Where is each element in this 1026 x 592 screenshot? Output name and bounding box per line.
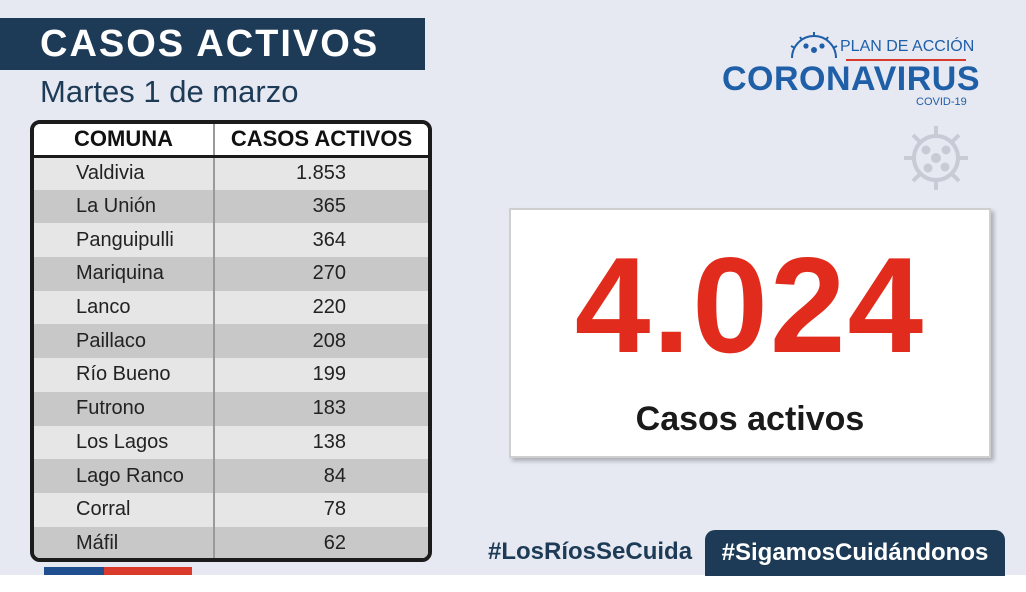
table-row: Los Lagos 138 bbox=[34, 425, 428, 460]
table-row: Río Bueno 199 bbox=[34, 358, 428, 392]
casos-cell: 270 bbox=[214, 257, 428, 291]
table-row: Lago Ranco 84 bbox=[34, 459, 428, 493]
hashtag-losrios: #LosRíosSeCuida bbox=[488, 538, 693, 565]
page-title: CASOS ACTIVOS bbox=[0, 18, 425, 70]
column-header-comuna: COMUNA bbox=[34, 124, 215, 158]
comuna-cell: Mariquina bbox=[34, 257, 215, 291]
column-header-casos: CASOS ACTIVOS bbox=[214, 124, 428, 158]
virus-watermark-icon bbox=[904, 126, 968, 190]
logo-underline bbox=[846, 59, 966, 61]
logo-subtitle: COVID-19 bbox=[916, 96, 967, 108]
flag-strip-red bbox=[104, 567, 192, 575]
footer-band bbox=[0, 575, 1026, 592]
casos-cell: 364 bbox=[214, 223, 428, 258]
table-row: Panguipulli 364 bbox=[34, 223, 428, 258]
casos-cell: 199 bbox=[214, 358, 428, 392]
total-label: Casos activos bbox=[635, 400, 865, 438]
comuna-cell: Corral bbox=[34, 492, 215, 527]
comuna-cell: Lanco bbox=[34, 290, 215, 325]
table-row: Máfil 62 bbox=[34, 526, 428, 558]
casos-cell: 365 bbox=[214, 189, 428, 224]
comuna-cell: Valdivia bbox=[34, 156, 215, 190]
casos-cell: 78 bbox=[214, 492, 428, 527]
casos-cell: 220 bbox=[214, 290, 428, 325]
total-card: 4.024 Casos activos bbox=[509, 208, 991, 458]
table-row: La Unión 365 bbox=[34, 189, 428, 224]
flag-strip-blue bbox=[44, 567, 104, 575]
comuna-cell: Futrono bbox=[34, 391, 215, 426]
comuna-cell: Paillaco bbox=[34, 324, 215, 359]
logo-title: CORONAVIRUS bbox=[722, 60, 980, 98]
virus-icon bbox=[790, 32, 838, 59]
hashtag-sigamos: #SigamosCuidándonos bbox=[705, 530, 1005, 576]
comuna-cell: La Unión bbox=[34, 189, 215, 224]
coronavirus-logo: PLAN DE ACCIÓN CORONAVIRUS COVID-19 bbox=[720, 34, 980, 114]
casos-cell: 62 bbox=[214, 526, 428, 558]
table-header-row: COMUNA CASOS ACTIVOS bbox=[34, 124, 428, 158]
casos-cell: 183 bbox=[214, 391, 428, 426]
table-row: Paillaco 208 bbox=[34, 324, 428, 359]
total-value: 4.024 bbox=[574, 229, 926, 381]
table-row: Corral 78 bbox=[34, 492, 428, 527]
logo-plan-text: PLAN DE ACCIÓN bbox=[840, 38, 975, 55]
table-row: Mariquina 270 bbox=[34, 257, 428, 291]
casos-cell: 84 bbox=[214, 459, 428, 493]
casos-cell: 138 bbox=[214, 425, 428, 460]
comuna-cell: Máfil bbox=[34, 526, 215, 558]
comuna-cell: Panguipulli bbox=[34, 223, 215, 258]
table-row: Valdivia 1.853 bbox=[34, 156, 428, 190]
cases-table: COMUNA CASOS ACTIVOS Valdivia 1.853 La Un… bbox=[30, 120, 432, 562]
casos-cell: 1.853 bbox=[214, 156, 428, 190]
table-row: Lanco 220 bbox=[34, 290, 428, 325]
date-label: Martes 1 de marzo bbox=[40, 74, 299, 109]
comuna-cell: Los Lagos bbox=[34, 425, 215, 460]
comuna-cell: Río Bueno bbox=[34, 358, 215, 392]
table-row: Futrono 183 bbox=[34, 391, 428, 426]
comuna-cell: Lago Ranco bbox=[34, 459, 215, 493]
casos-cell: 208 bbox=[214, 324, 428, 359]
